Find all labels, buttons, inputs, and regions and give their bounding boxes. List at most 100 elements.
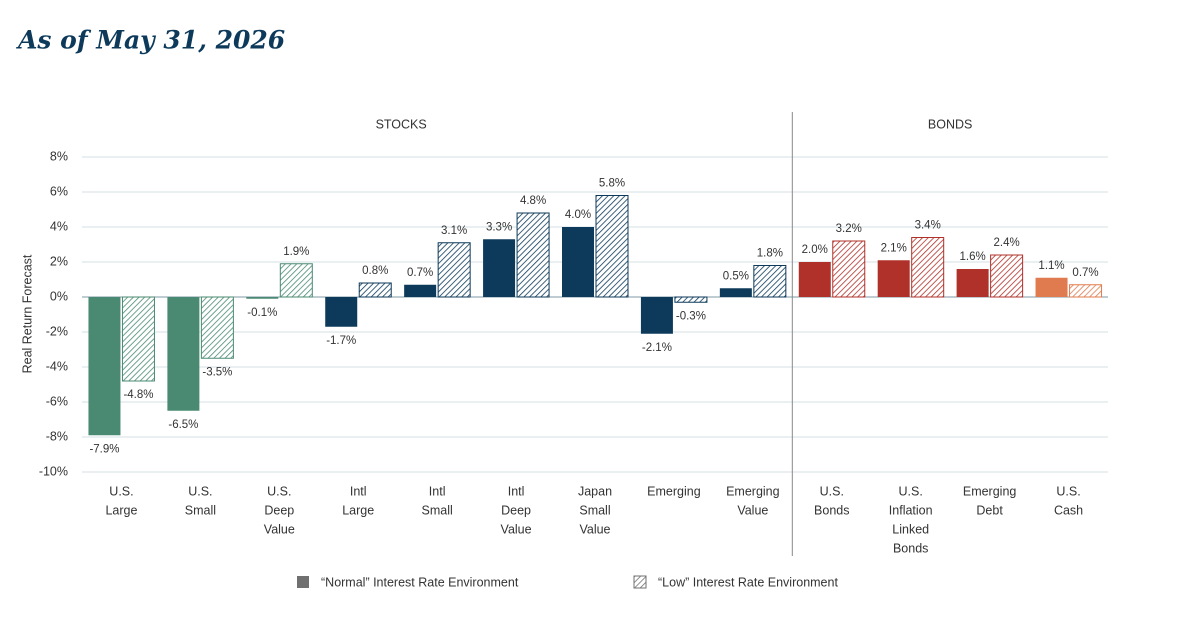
bar [595,195,629,298]
group-label: STOCKS [376,117,427,131]
value-label: 2.1% [881,242,907,254]
value-label: 1.1% [1038,260,1064,272]
bar [358,282,392,298]
bar [437,242,471,298]
value-label: 3.4% [915,220,941,232]
value-label: -4.8% [123,389,153,401]
value-label: 5.8% [599,178,625,190]
y-tick-label: -10% [39,464,68,478]
x-tick-label: Bonds [814,503,849,517]
value-label: -3.5% [202,366,232,378]
x-tick-label: Deep [501,503,531,517]
value-label: 3.2% [836,223,862,235]
x-tick-label: Debt [976,503,1003,517]
y-tick-label: 0% [50,289,68,303]
y-tick-label: -6% [46,394,68,408]
x-tick-label: Value [579,522,610,536]
x-tick-label: Small [422,503,453,517]
value-label: -7.9% [89,443,119,455]
bar [640,297,673,334]
y-axis-label: Real Return Forecast [20,254,34,373]
group-label: BONDS [928,117,972,131]
x-tick-label: Small [185,503,216,517]
x-tick-label: Value [264,522,295,536]
bar [88,297,121,436]
bar [798,262,831,297]
x-tick-label: Emerging [726,484,780,498]
bar [562,227,594,297]
x-tick-label: Emerging [963,484,1017,498]
value-label: 1.8% [757,248,783,260]
x-tick-label: Cash [1054,503,1083,517]
bar [1035,277,1068,297]
y-tick-label: 4% [50,219,68,233]
value-label: 1.9% [283,246,309,258]
value-label: 0.7% [1072,267,1098,279]
x-tick-label: U.S. [109,484,133,498]
x-tick-label: U.S. [820,484,844,498]
value-label: 1.6% [960,251,986,263]
bar [516,212,550,298]
value-label: -1.7% [326,335,356,347]
legend-label: “Normal” Interest Rate Environment [321,575,519,589]
value-label: -0.1% [247,307,277,319]
value-label: 3.1% [441,225,467,237]
y-tick-label: -2% [46,324,68,338]
value-label: 4.0% [565,209,591,221]
y-tick-label: 6% [50,184,68,198]
y-tick-label: 2% [50,254,68,268]
x-tick-label: Value [501,522,532,536]
x-tick-label: Bonds [893,541,928,555]
bar [911,237,945,298]
x-tick-label: Small [579,503,610,517]
y-tick-label: -4% [46,359,68,373]
bar [753,265,787,298]
bar [990,254,1024,298]
value-label: 2.4% [994,237,1020,249]
value-label: -6.5% [168,419,198,431]
value-label: -2.1% [642,342,672,354]
x-tick-label: Value [737,503,768,517]
x-tick-label: Emerging [647,484,701,498]
y-tick-label: -8% [46,429,68,443]
bar [200,296,234,359]
x-tick-label: Large [342,503,374,517]
bar [877,260,910,297]
value-label: 0.5% [723,270,749,282]
bar [674,296,708,303]
bar [719,288,752,297]
x-tick-label: Intl [429,484,446,498]
legend-swatch [297,576,309,588]
bar [325,297,358,327]
chart-title: As of May 31, 2026 [16,26,285,55]
legend-label: “Low” Interest Rate Environment [658,575,838,589]
x-tick-label: Linked [892,522,929,536]
x-tick-label: Large [105,503,137,517]
value-label: -0.3% [676,310,706,322]
value-label: 0.7% [407,267,433,279]
bar [167,297,200,411]
x-tick-label: Intl [508,484,525,498]
bar [956,269,989,297]
value-label: 0.8% [362,265,388,277]
legend-swatch [633,575,647,589]
x-tick-label: U.S. [1056,484,1080,498]
x-tick-label: U.S. [267,484,291,498]
value-label: 4.8% [520,195,546,207]
bar [121,296,155,382]
value-label: 2.0% [802,244,828,256]
x-tick-label: U.S. [188,484,212,498]
bar [246,297,279,299]
y-tick-label: 8% [50,149,68,163]
bar [1069,284,1103,298]
x-tick-label: Intl [350,484,367,498]
x-tick-label: U.S. [899,484,923,498]
bar [483,239,516,297]
x-tick-label: Inflation [889,503,933,517]
value-label: 3.3% [486,221,512,233]
x-tick-label: Japan [578,484,612,498]
bar [279,263,313,298]
bar [404,284,437,297]
